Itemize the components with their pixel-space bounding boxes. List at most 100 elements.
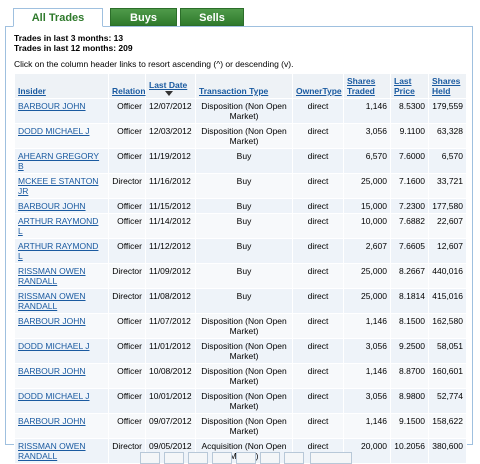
cell: direct xyxy=(292,338,344,364)
page-button[interactable] xyxy=(140,452,160,464)
tab[interactable]: Buys xyxy=(110,8,177,26)
cell: 1,146 xyxy=(343,98,391,124)
sort-link[interactable]: Insider xyxy=(18,86,46,96)
cell: 52,774 xyxy=(428,388,467,414)
insider-link[interactable]: RISSMAN OWEN RANDALL xyxy=(18,441,86,461)
insider-link[interactable]: BARBOUR JOHN xyxy=(18,201,86,211)
cell: Disposition (Non Open Market) xyxy=(195,338,293,364)
cell: 33,721 xyxy=(428,173,467,199)
cell: ARTHUR RAYMOND L xyxy=(14,213,109,239)
insider-link[interactable]: ARTHUR RAYMOND L xyxy=(18,216,99,236)
cell: 10,000 xyxy=(343,213,391,239)
sort-link[interactable]: Relation xyxy=(112,86,146,96)
cell: MCKEE E STANTON JR xyxy=(14,173,109,199)
insider-link[interactable]: RISSMAN OWEN RANDALL xyxy=(18,291,86,311)
cell: direct xyxy=(292,238,344,264)
cell: 11/15/2012 xyxy=(145,198,196,214)
cell: Buy xyxy=(195,263,293,289)
cell: Buy xyxy=(195,148,293,174)
page-button[interactable] xyxy=(164,452,184,464)
cell: 15,000 xyxy=(343,198,391,214)
cell: 11/16/2012 xyxy=(145,173,196,199)
cell: 8.1814 xyxy=(390,288,429,314)
cell: DODD MICHAEL J xyxy=(14,388,109,414)
insider-link[interactable]: BARBOUR JOHN xyxy=(18,366,86,376)
cell: Disposition (Non Open Market) xyxy=(195,413,293,439)
cell: direct xyxy=(292,213,344,239)
trade-row: BARBOUR JOHN Officer 09/07/2012 Disposition… xyxy=(14,413,467,439)
insider-link[interactable]: BARBOUR JOHN xyxy=(18,416,86,426)
insider-link[interactable]: AHEARN GREGORY B xyxy=(18,151,100,171)
cell: direct xyxy=(292,363,344,389)
trade-row: RISSMAN OWEN RANDALL Director 11/08/2012 Bu… xyxy=(14,288,467,314)
cell: 12/03/2012 xyxy=(145,123,196,149)
column-header: Transaction Type xyxy=(195,73,293,99)
cell: 6,570 xyxy=(428,148,467,174)
cell: 2,607 xyxy=(343,238,391,264)
cell: BARBOUR JOHN xyxy=(14,98,109,124)
tab[interactable]: All Trades xyxy=(13,8,103,27)
cell: BARBOUR JOHN xyxy=(14,413,109,439)
page-button[interactable] xyxy=(310,452,352,464)
cell: 7.2300 xyxy=(390,198,429,214)
sort-link[interactable]: OwnerType xyxy=(296,86,342,96)
cell: 3,056 xyxy=(343,123,391,149)
trade-row: DODD MICHAEL J Officer 11/01/2012 Dispositi… xyxy=(14,338,467,364)
column-header: Shares Held xyxy=(428,73,467,99)
cell: Officer xyxy=(108,148,146,174)
cell: 12,607 xyxy=(428,238,467,264)
trade-row: DODD MICHAEL J Officer 10/01/2012 Dispositi… xyxy=(14,388,467,414)
cell: 9.1100 xyxy=(390,123,429,149)
cell: 7.1600 xyxy=(390,173,429,199)
cell: 1,146 xyxy=(343,413,391,439)
insider-link[interactable]: MCKEE E STANTON JR xyxy=(18,176,99,196)
cell: 11/12/2012 xyxy=(145,238,196,264)
sort-link[interactable]: Shares Held xyxy=(432,76,461,96)
cell: Director xyxy=(108,263,146,289)
column-header: Last Price xyxy=(390,73,429,99)
cell: direct xyxy=(292,148,344,174)
sort-link[interactable]: Last Date xyxy=(149,80,188,90)
page-button[interactable] xyxy=(188,452,208,464)
page-button[interactable] xyxy=(212,452,232,464)
cell: BARBOUR JOHN xyxy=(14,198,109,214)
page-button[interactable] xyxy=(284,452,304,464)
insider-link[interactable]: ARTHUR RAYMOND L xyxy=(18,241,99,261)
cell: Officer xyxy=(108,413,146,439)
trade-row: MCKEE E STANTON JR Director 11/16/2012 Buy d… xyxy=(14,173,467,199)
insider-link[interactable]: DODD MICHAEL J xyxy=(18,126,90,136)
cell: 7.6605 xyxy=(390,238,429,264)
insider-link[interactable]: BARBOUR JOHN xyxy=(18,316,86,326)
cell: 3,056 xyxy=(343,338,391,364)
tab[interactable]: Sells xyxy=(180,8,244,26)
cell: Officer xyxy=(108,338,146,364)
cell: 63,328 xyxy=(428,123,467,149)
cell: DODD MICHAEL J xyxy=(14,338,109,364)
summary-line: Trades in last 12 months: 209 xyxy=(14,43,133,53)
cell: 177,580 xyxy=(428,198,467,214)
column-header: Shares Traded xyxy=(343,73,391,99)
cell: 11/01/2012 xyxy=(145,338,196,364)
cell: Officer xyxy=(108,213,146,239)
cell: Officer xyxy=(108,98,146,124)
sort-link[interactable]: Shares Traded xyxy=(347,76,376,96)
insider-link[interactable]: DODD MICHAEL J xyxy=(18,341,90,351)
insider-link[interactable]: DODD MICHAEL J xyxy=(18,391,90,401)
cell: RISSMAN OWEN RANDALL xyxy=(14,438,109,464)
insider-link[interactable]: RISSMAN OWEN RANDALL xyxy=(18,266,86,286)
cell: 11/14/2012 xyxy=(145,213,196,239)
cell: 58,051 xyxy=(428,338,467,364)
cell: 11/19/2012 xyxy=(145,148,196,174)
page-button[interactable] xyxy=(260,452,280,464)
cell: 11/09/2012 xyxy=(145,263,196,289)
sort-link[interactable]: Last Price xyxy=(394,76,415,96)
summary: Trades in last 3 months: 13 Trades in la… xyxy=(14,33,133,53)
sort-arrow xyxy=(165,91,173,96)
sort-link[interactable]: Transaction Type xyxy=(199,86,269,96)
cell: Buy xyxy=(195,213,293,239)
page-button[interactable] xyxy=(236,452,256,464)
insider-link[interactable]: BARBOUR JOHN xyxy=(18,101,86,111)
cell: Officer xyxy=(108,198,146,214)
cell: 22,607 xyxy=(428,213,467,239)
cell: Officer xyxy=(108,238,146,264)
